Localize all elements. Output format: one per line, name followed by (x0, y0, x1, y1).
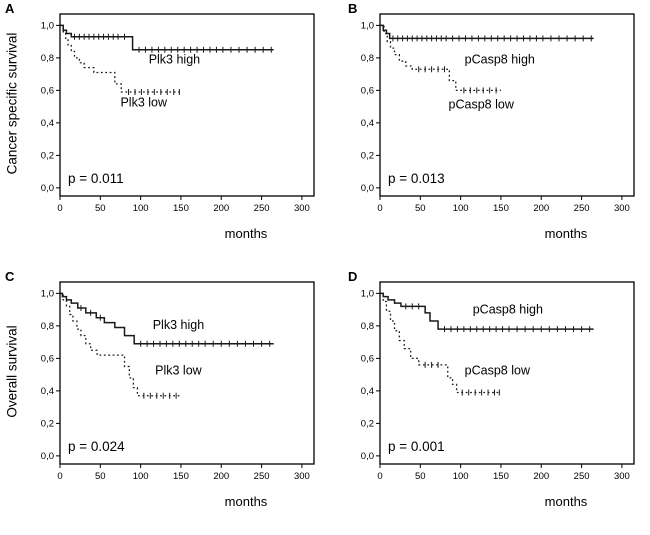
y-tick-label: 1,0 (361, 21, 374, 32)
x-tick-label: 200 (533, 203, 549, 214)
row-label-column: A Cancer specific survival (0, 0, 26, 267)
y-tick-label: 1,0 (41, 289, 54, 300)
panel-a: 0,0 0,2 0,4 0,6 0,8 1,0 0 50 100 150 200 250 300 Plk3… (26, 0, 330, 267)
x-axis-title: months (224, 226, 268, 241)
x-tick-label: 0 (377, 203, 382, 214)
y-tick-label: 0,6 (41, 86, 54, 97)
km-plot-b: 0,0 0,2 0,4 0,6 0,8 1,0 0 50 100 150 200 250 300 pCas… (361, 13, 635, 214)
x-tick-label: 300 (294, 203, 310, 214)
figure-row-bottom: C Overall survival 0,0 0,2 0,4 0,6 0,8 1,0 0 50… (0, 268, 650, 535)
figure-row-top: A Cancer specific survival 0,0 0,2 0,4 0,6 0… (0, 0, 650, 267)
panel-b: B 0,0 0,2 0,4 0,6 0,8 1,0 0 50 100 150 200 250 300 pC… (346, 0, 650, 267)
y-tick-label: 0,2 (41, 151, 54, 162)
x-tick-label: 250 (574, 203, 590, 214)
x-tick-label: 200 (213, 471, 229, 482)
plot-border (59, 281, 315, 465)
x-tick-label: 50 (415, 471, 426, 482)
x-tick-label: 150 (493, 203, 509, 214)
panel-letter-d: D (348, 269, 358, 284)
x-tick-label: 150 (493, 471, 509, 482)
y-tick-label: 0,8 (41, 321, 54, 332)
p-value: p = 0.013 (388, 171, 445, 186)
panel-letter-a: A (5, 1, 15, 16)
y-axis-title-cancer-specific-survival: Cancer specific survival (4, 32, 20, 175)
panel-letter-b: B (348, 1, 358, 16)
x-tick-label: 200 (533, 471, 549, 482)
x-tick-label: 100 (133, 471, 149, 482)
y-tick-label: 0,0 (41, 183, 54, 194)
series-label: Plk3 low (155, 364, 203, 378)
y-tick-label: 0,0 (361, 183, 374, 194)
y-tick-label: 0,2 (41, 419, 54, 430)
y-tick-label: 0,6 (361, 354, 374, 365)
series-label: Plk3 high (149, 53, 200, 67)
y-tick-label: 0,4 (361, 118, 374, 129)
x-tick-label: 150 (173, 471, 189, 482)
x-tick-label: 0 (377, 471, 382, 482)
panel-d: D 0,0 0,2 0,4 0,6 0,8 1,0 0 50 100 150 200 250 300 pC… (346, 268, 650, 535)
y-tick-label: 0,6 (361, 86, 374, 97)
y-tick-label: 0,0 (361, 451, 374, 462)
y-tick-label: 0,8 (361, 53, 374, 64)
plot-border (59, 13, 315, 197)
x-axis-title: months (544, 494, 588, 509)
survival-curve-dotted (60, 292, 181, 397)
y-tick-label: 1,0 (41, 21, 54, 32)
x-tick-label: 300 (614, 203, 630, 214)
x-axis-title: months (224, 494, 268, 509)
x-tick-label: 200 (213, 203, 229, 214)
x-tick-label: 300 (294, 471, 310, 482)
x-tick-label: 250 (254, 471, 270, 482)
x-tick-label: 250 (574, 471, 590, 482)
p-value: p = 0.001 (388, 439, 445, 454)
x-tick-label: 100 (453, 471, 469, 482)
y-tick-label: 0,8 (41, 53, 54, 64)
km-plot-d: 0,0 0,2 0,4 0,6 0,8 1,0 0 50 100 150 200 250 300 pCas… (361, 281, 635, 482)
y-tick-label: 0,6 (41, 354, 54, 365)
plot-border (379, 13, 635, 197)
y-tick-label: 0,4 (361, 386, 374, 397)
y-tick-label: 0,4 (41, 386, 54, 397)
y-tick-label: 0,2 (361, 151, 374, 162)
km-plot-c: 0,0 0,2 0,4 0,6 0,8 1,0 0 50 100 150 200 250 300 Plk3… (41, 281, 315, 482)
y-axis-title-overall-survival: Overall survival (4, 325, 20, 418)
series-label: pCasp8 low (465, 364, 531, 378)
y-tick-label: 0,4 (41, 118, 54, 129)
series-label: Plk3 low (120, 96, 168, 110)
survival-curve-solid (60, 24, 274, 51)
x-tick-label: 50 (95, 203, 106, 214)
series-label: pCasp8 high (473, 303, 543, 317)
row-label-column: C Overall survival (0, 268, 26, 535)
series-label: pCasp8 low (449, 97, 515, 111)
x-tick-label: 50 (95, 471, 106, 482)
km-plot-a: 0,0 0,2 0,4 0,6 0,8 1,0 0 50 100 150 200 250 300 Plk3… (41, 13, 315, 214)
x-tick-label: 0 (57, 203, 62, 214)
y-tick-label: 0,2 (361, 419, 374, 430)
series-label: Plk3 high (153, 318, 204, 332)
x-tick-label: 100 (453, 203, 469, 214)
survival-curve-solid (380, 292, 594, 330)
survival-curve-dotted (60, 24, 181, 93)
plot-border (379, 281, 635, 465)
y-tick-label: 1,0 (361, 289, 374, 300)
survival-curve-dotted (380, 292, 501, 394)
x-tick-label: 100 (133, 203, 149, 214)
x-axis-title: months (544, 226, 588, 241)
panel-letter-c: C (5, 269, 15, 284)
x-tick-label: 0 (57, 471, 62, 482)
x-tick-label: 300 (614, 471, 630, 482)
x-tick-label: 250 (254, 203, 270, 214)
y-tick-label: 0,8 (361, 321, 374, 332)
x-tick-label: 150 (173, 203, 189, 214)
p-value: p = 0.024 (68, 439, 125, 454)
p-value: p = 0.011 (68, 171, 124, 186)
survival-curve-solid (380, 24, 594, 40)
series-label: pCasp8 high (465, 53, 535, 67)
y-tick-label: 0,0 (41, 451, 54, 462)
x-tick-label: 50 (415, 203, 426, 214)
panel-c: 0,0 0,2 0,4 0,6 0,8 1,0 0 50 100 150 200 250 300 Plk3… (26, 268, 330, 535)
